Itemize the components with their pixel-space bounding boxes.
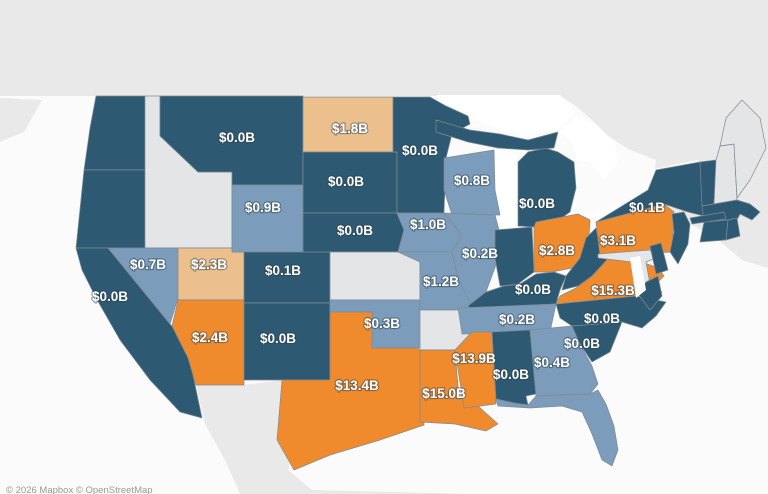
value-label-south-dakota: $0.0B (328, 174, 364, 189)
value-label-south-carolina: $0.0B (564, 336, 600, 351)
canada-landmass (0, 0, 768, 96)
state-vermont[interactable] (699, 159, 717, 207)
value-label-montana: $0.0B (219, 130, 255, 145)
state-maine[interactable] (719, 99, 767, 199)
state-texas[interactable] (276, 311, 425, 471)
state-rhode-island[interactable] (725, 217, 741, 241)
value-label-kentucky: $0.0B (515, 282, 551, 297)
state-kansas[interactable] (329, 251, 421, 301)
value-label-virginia: $15.3B (591, 283, 635, 298)
value-label-tennessee: $0.2B (499, 312, 535, 327)
state-new-jersey[interactable] (669, 211, 691, 265)
value-label-mississippi: $13.9B (452, 351, 496, 366)
state-value-labels: $0.0B $0.7B $2.3B $2.4B $0.0B $0.9B $0.1B $0.0B… (91, 120, 666, 402)
state-mississippi[interactable] (454, 331, 497, 409)
value-label-new-mexico: $0.0B (260, 331, 296, 346)
state-delaware[interactable] (649, 242, 669, 275)
value-label-oklahoma: $0.3B (364, 316, 400, 331)
value-label-north-carolina: $0.0B (584, 311, 620, 326)
value-label-iowa: $1.0B (410, 217, 446, 232)
value-label-colorado: $0.1B (265, 263, 301, 278)
states-layer (75, 95, 767, 471)
value-label-north-dakota: $1.8B (332, 121, 368, 136)
value-label-nebraska: $0.0B (337, 223, 373, 238)
value-label-wyoming: $0.9B (245, 200, 281, 215)
state-florida[interactable] (495, 389, 619, 467)
value-label-pennsylvania: $3.1B (600, 233, 636, 248)
value-label-illinois: $0.2B (462, 246, 498, 261)
state-oregon[interactable] (75, 169, 146, 249)
lake-superior (436, 95, 576, 136)
value-label-california: $0.0B (92, 289, 128, 304)
state-wyoming[interactable] (231, 184, 304, 253)
value-label-georgia: $0.4B (534, 355, 570, 370)
value-label-texas: $13.4B (335, 378, 379, 393)
value-label-alabama: $0.0B (493, 367, 529, 382)
value-label-michigan: $0.0B (519, 196, 555, 211)
value-label-arizona: $2.4B (192, 330, 228, 345)
michigan-upper-peninsula (435, 119, 559, 151)
value-label-missouri: $1.2B (423, 274, 459, 289)
value-label-nevada: $0.7B (130, 257, 166, 272)
lake-huron (558, 116, 618, 180)
value-label-wisconsin: $0.8B (454, 173, 490, 188)
value-label-louisiana: $15.0B (422, 386, 466, 401)
state-utah[interactable] (177, 247, 245, 301)
map-attribution[interactable]: © 2026 Mapbox © OpenStreetMap (6, 485, 153, 494)
lake-michigan (494, 150, 518, 232)
chesapeake-bay (630, 256, 646, 298)
long-island (689, 211, 727, 225)
value-label-utah: $2.3B (191, 257, 227, 272)
state-connecticut[interactable] (699, 219, 729, 243)
value-label-minnesota: $0.0B (402, 143, 438, 158)
value-label-new-york: $0.1B (629, 200, 665, 215)
vancouver-island (0, 98, 42, 142)
state-wisconsin[interactable] (443, 149, 501, 216)
value-label-ohio: $2.8B (539, 243, 575, 258)
map-extra-shapes (435, 119, 727, 311)
mexico-landmass (196, 380, 470, 494)
state-louisiana[interactable] (419, 349, 499, 432)
